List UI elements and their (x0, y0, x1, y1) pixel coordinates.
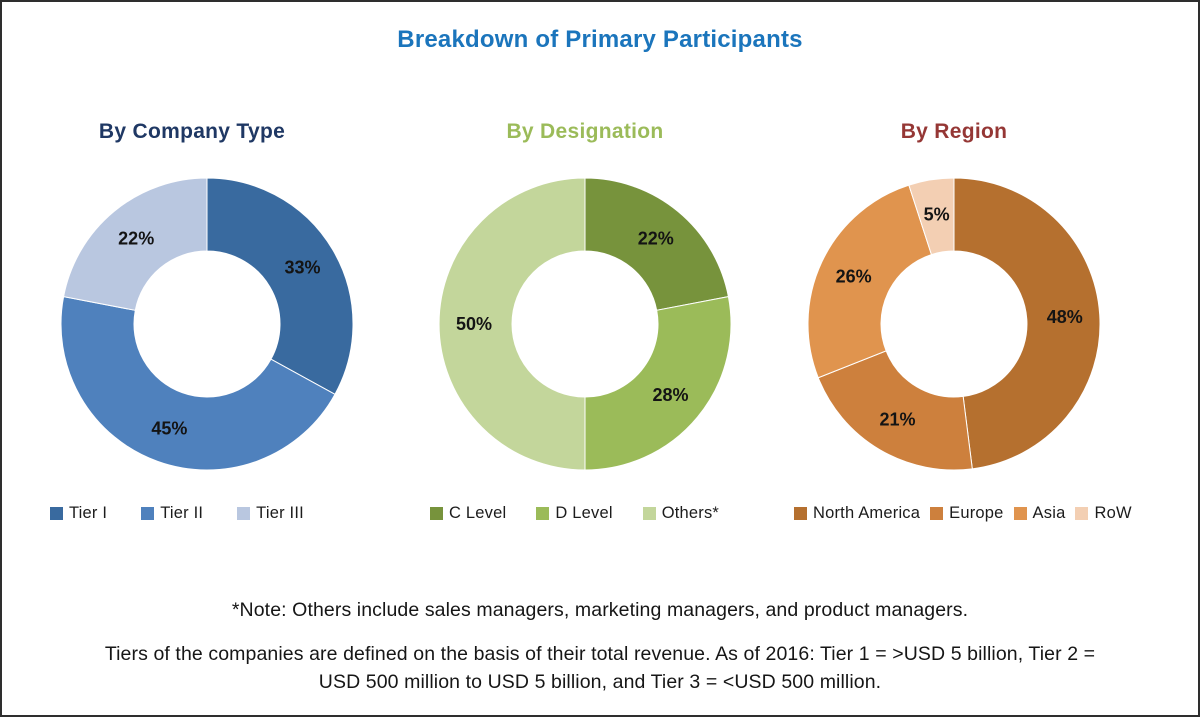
slice-value-label-europe: 21% (879, 410, 915, 430)
chart-heading-by-region: By Region (900, 120, 1008, 143)
legend-swatch-d-level (536, 506, 550, 520)
legend-label-row: RoW (1094, 503, 1132, 522)
legend-item-d-level: D Level (536, 503, 613, 523)
slice-value-label-north-america: 48% (1047, 307, 1083, 327)
legend-item-asia: Asia (1013, 503, 1066, 523)
legend-item-row: RoW (1075, 503, 1132, 523)
legend-swatch-asia (1013, 506, 1027, 520)
legend-label-tier-iii: Tier III (256, 503, 304, 522)
legend-by-company-type: Tier I Tier II Tier III (50, 500, 304, 526)
donut-slice-asia (807, 184, 933, 379)
slice-value-label-others: 50% (456, 314, 492, 334)
donut-svg: 22% 28% 50% (438, 177, 732, 471)
donut-slice-tier-i (206, 177, 354, 396)
legend-item-c-level: C Level (430, 504, 506, 523)
donut-slice-tier-iii (63, 177, 208, 311)
note-others-definition: *Note: Others include sales managers, ma… (231, 599, 969, 621)
slice-value-label-d-level: 28% (652, 385, 688, 405)
slice-value-label-tier-i: 33% (284, 258, 320, 278)
chart-heading-by-designation: By Designation (506, 120, 664, 143)
donut-slice-tier-ii (60, 296, 336, 471)
legend-swatch-row (1075, 506, 1089, 520)
donut-slice-row (908, 177, 955, 256)
legend-label-tier-ii: Tier II (160, 503, 204, 522)
page-title: Breakdown of Primary Participants (397, 26, 803, 53)
legend-swatch-tier-iii (237, 506, 251, 520)
donut-slice-north-america (953, 177, 1101, 470)
legend-label-others: Others* (661, 503, 720, 522)
donut-slice-europe (817, 350, 973, 471)
legend-item-tier-ii: Tier II (141, 504, 203, 523)
legend-label-d-level: D Level (555, 503, 613, 522)
legend-swatch-others (642, 506, 656, 520)
legend-by-region: North America Europe Asia RoW (794, 500, 1132, 526)
legend-label-tier-i: Tier I (69, 503, 108, 522)
donut-chart-by-company-type: 33% 45% 22% (57, 174, 357, 474)
legend-item-tier-iii: Tier III (237, 504, 304, 523)
slice-value-label-asia: 26% (836, 267, 872, 287)
legend-by-designation: C Level D Level Others* (430, 500, 719, 526)
legend-label-c-level: C Level (449, 503, 507, 522)
slice-value-label-tier-ii: 45% (151, 418, 187, 438)
donut-svg: 33% 45% 22% (60, 177, 354, 471)
chart-heading-by-company-type: By Company Type (98, 120, 286, 143)
legend-swatch-c-level (430, 506, 443, 520)
legend-item-europe: Europe (930, 504, 1003, 523)
legend-swatch-tier-ii (141, 506, 155, 520)
donut-slice-c-level (584, 177, 729, 311)
slice-value-label-row: 5% (924, 204, 950, 224)
slice-value-label-tier-iii: 22% (118, 229, 154, 249)
legend-swatch-tier-i (50, 506, 63, 520)
donut-slice-d-level (584, 296, 732, 471)
legend-label-north-america: North America (813, 503, 921, 522)
legend-label-asia: Asia (1032, 503, 1066, 522)
legend-item-tier-i: Tier I (50, 504, 107, 523)
note-tier-definition-line1: Tiers of the companies are defined on th… (104, 643, 1096, 665)
legend-swatch-north-america (794, 506, 807, 520)
donut-svg: 48% 21% 26% 5% (807, 177, 1101, 471)
legend-item-north-america: North America (794, 504, 920, 523)
donut-slice-others (438, 177, 586, 471)
donut-chart-by-designation: 22% 28% 50% (435, 174, 735, 474)
note-tier-definition-line2: USD 500 million to USD 5 billion, and Ti… (318, 671, 882, 693)
legend-label-europe: Europe (949, 503, 1004, 522)
legend-item-others: Others* (642, 503, 720, 523)
legend-swatch-europe (930, 506, 944, 520)
slice-value-label-c-level: 22% (638, 229, 674, 249)
donut-chart-by-region: 48% 21% 26% 5% (804, 174, 1104, 474)
